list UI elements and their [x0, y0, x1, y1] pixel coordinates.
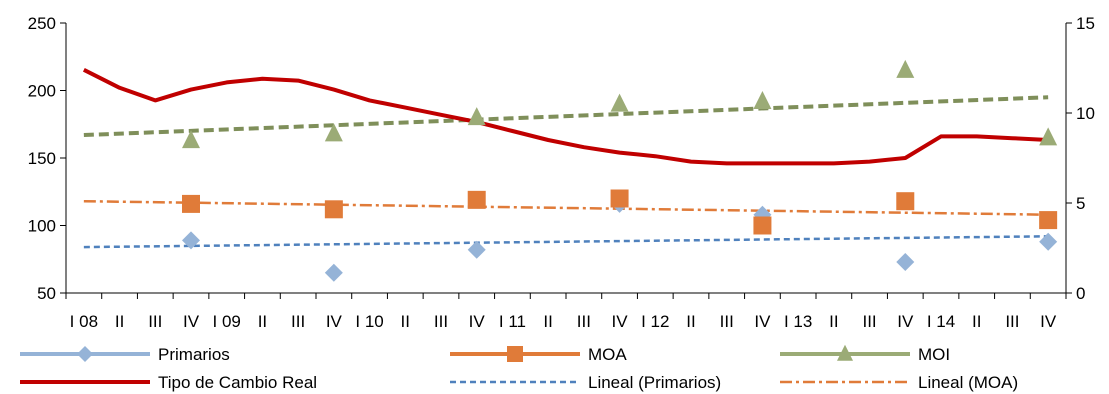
data-point [467, 190, 486, 209]
y-tick-label-right: 10 [1076, 104, 1095, 123]
x-tick-label: I 12 [641, 312, 669, 331]
data-point [610, 189, 629, 208]
y-tick-label-right: 5 [1076, 194, 1085, 213]
data-point [753, 216, 772, 235]
x-tick-label: II [115, 312, 124, 331]
x-tick-label: II [829, 312, 838, 331]
y-tick-label-right: 0 [1076, 284, 1085, 303]
legend-label: Tipo de Cambio Real [158, 373, 317, 392]
x-tick-label: I 13 [784, 312, 812, 331]
y-tick-label-left: 250 [28, 14, 56, 33]
legend-label: Lineal (Primarios) [588, 373, 721, 392]
y-tick-label-left: 50 [37, 284, 56, 303]
x-tick-label: III [148, 312, 162, 331]
data-point [896, 252, 915, 271]
x-tick-label: II [686, 312, 695, 331]
x-tick-label: IV [754, 312, 771, 331]
legend-marker [507, 346, 523, 362]
data-point [1039, 232, 1058, 251]
x-tick-label: III [1005, 312, 1019, 331]
x-tick-label: II [543, 312, 552, 331]
x-tick-label: IV [897, 312, 914, 331]
x-tick-label: IV [326, 312, 343, 331]
data-point [182, 130, 200, 149]
data-point [324, 263, 343, 282]
legend-label: MOI [918, 345, 950, 364]
legend-marker [837, 344, 853, 361]
x-tick-label: I 09 [213, 312, 241, 331]
x-tick-label: I 11 [499, 312, 526, 331]
x-tick-label: IV [469, 312, 486, 331]
data-point [467, 240, 486, 259]
x-tick-label: II [258, 312, 267, 331]
x-tick-label: II [401, 312, 410, 331]
x-tick-label: III [291, 312, 305, 331]
trend-line [83, 235, 1049, 249]
x-tick-label: II [972, 312, 981, 331]
x-tick-label: I 14 [927, 312, 955, 331]
trend-line [83, 95, 1049, 138]
x-tick-label: IV [183, 312, 200, 331]
y-tick-label-right: 15 [1076, 14, 1095, 33]
y-tick-label-left: 200 [28, 82, 56, 101]
legend-marker [77, 346, 93, 362]
x-tick-label: III [434, 312, 448, 331]
series-line [82, 68, 1049, 166]
legend-label: Primarios [158, 345, 230, 364]
data-point [896, 59, 915, 78]
x-tick-label: IV [1040, 312, 1057, 331]
x-tick-label: III [720, 312, 734, 331]
x-tick-label: III [577, 312, 591, 331]
data-point [324, 200, 343, 219]
x-tick-label: I 08 [70, 312, 98, 331]
x-tick-label: III [862, 312, 876, 331]
data-point [324, 123, 343, 142]
data-point [467, 107, 486, 126]
y-tick-label-left: 100 [28, 217, 56, 236]
data-point [1039, 211, 1058, 230]
data-point [610, 93, 629, 112]
x-tick-label: I 10 [355, 312, 383, 331]
legend-label: MOA [588, 345, 627, 364]
data-point [1039, 127, 1058, 146]
data-point [896, 192, 915, 211]
data-point [182, 194, 200, 213]
data-point [753, 90, 772, 109]
data-point [182, 231, 200, 250]
x-tick-label: IV [612, 312, 629, 331]
y-tick-label-left: 150 [28, 149, 56, 168]
legend-label: Lineal (MOA) [918, 373, 1018, 392]
